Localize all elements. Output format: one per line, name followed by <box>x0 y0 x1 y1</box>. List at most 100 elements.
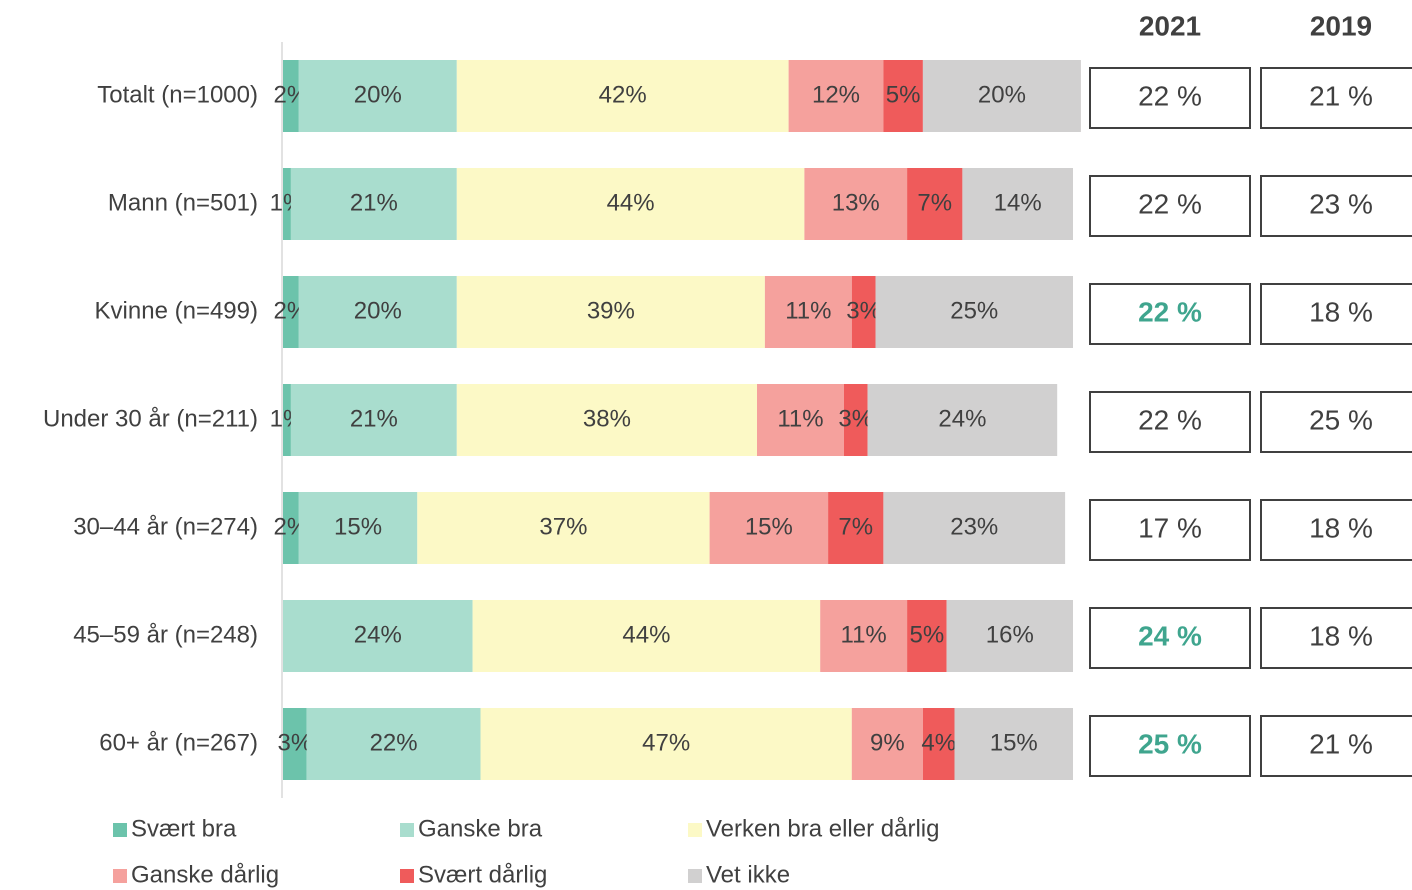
legend-swatch <box>688 823 702 837</box>
value-label: 44% <box>622 621 670 648</box>
legend-swatch <box>400 823 414 837</box>
table-cell <box>1260 391 1412 453</box>
bar-segment <box>283 276 299 348</box>
legend-swatch <box>113 823 127 837</box>
value-label: 3% <box>838 405 873 432</box>
table-cell <box>1260 607 1412 669</box>
table-value: 18 % <box>1309 296 1373 327</box>
table-value: 22 % <box>1138 188 1202 219</box>
value-label: 21% <box>350 189 398 216</box>
bar-segment <box>883 492 1066 564</box>
bar-segment <box>922 708 955 780</box>
value-label: 47% <box>642 729 690 756</box>
bar-segment <box>417 492 710 564</box>
bar-segment <box>283 600 473 672</box>
legend-label: Svært bra <box>131 815 237 842</box>
bar-segment <box>298 60 457 132</box>
bar-segment <box>843 384 868 456</box>
table-value: 21 % <box>1309 80 1373 111</box>
bar-segment <box>290 168 457 240</box>
bar-segment <box>804 168 908 240</box>
value-label: 9% <box>870 729 905 756</box>
bar-segment <box>764 276 852 348</box>
value-label: 37% <box>539 513 587 540</box>
value-label: 25% <box>950 297 998 324</box>
bar-segment <box>283 492 299 564</box>
value-label: 3% <box>846 297 881 324</box>
table-value: 17 % <box>1138 512 1202 543</box>
bar-segment <box>306 708 481 780</box>
bar-segment <box>922 60 1081 132</box>
value-label: 24% <box>938 405 986 432</box>
value-label: 38% <box>583 405 631 432</box>
value-label: 4% <box>921 729 956 756</box>
table-value: 21 % <box>1309 728 1373 759</box>
table-cell <box>1089 499 1251 561</box>
table-value: 23 % <box>1309 188 1373 219</box>
table-cell <box>1260 499 1412 561</box>
value-label: 20% <box>354 81 402 108</box>
value-label: 15% <box>990 729 1038 756</box>
bar-segment <box>962 168 1073 240</box>
category-label: Under 30 år (n=211) <box>43 405 258 432</box>
table-cell <box>1089 283 1251 345</box>
value-label: 7% <box>917 189 952 216</box>
table-value: 18 % <box>1309 512 1373 543</box>
category-label: 30–44 år (n=274) <box>73 513 258 540</box>
value-label: 23% <box>950 513 998 540</box>
bar-segment <box>946 600 1073 672</box>
bar-segment <box>954 708 1073 780</box>
bar-segment <box>456 60 789 132</box>
bar-segment <box>851 276 876 348</box>
value-label: 11% <box>785 297 831 324</box>
table-header: 2019 <box>1310 10 1372 41</box>
value-label: 5% <box>886 81 921 108</box>
value-label: 14% <box>994 189 1042 216</box>
bar-segment <box>290 384 457 456</box>
legend-label: Verken bra eller dårlig <box>706 815 939 842</box>
bar-segment <box>757 384 844 456</box>
bar-segment <box>283 708 307 780</box>
value-label: 20% <box>354 297 402 324</box>
bar-segment <box>883 60 923 132</box>
table-cell <box>1089 67 1251 129</box>
value-label: 3% <box>278 729 313 756</box>
value-label: 22% <box>370 729 418 756</box>
legend-swatch <box>400 869 414 883</box>
value-label: 16% <box>986 621 1034 648</box>
table-header: 2021 <box>1139 10 1201 41</box>
bar-segment <box>788 60 884 132</box>
table-cell <box>1089 391 1251 453</box>
legend-label: Vet ikke <box>706 861 790 888</box>
table-value: 24 % <box>1138 620 1202 651</box>
category-label: Mann (n=501) <box>108 189 258 216</box>
bar-segment <box>851 708 923 780</box>
table-cell <box>1260 283 1412 345</box>
category-label: 45–59 år (n=248) <box>73 621 258 648</box>
table-value: 22 % <box>1138 404 1202 435</box>
table-cell <box>1089 715 1251 777</box>
table-cell <box>1089 607 1251 669</box>
category-label: Totalt (n=1000) <box>97 81 258 108</box>
table-value: 25 % <box>1138 728 1202 759</box>
value-label: 15% <box>745 513 793 540</box>
table-value: 22 % <box>1138 80 1202 111</box>
bar-segment <box>907 168 963 240</box>
table-cell <box>1260 67 1412 129</box>
value-label: 15% <box>334 513 382 540</box>
value-label: 20% <box>978 81 1026 108</box>
value-label: 12% <box>812 81 860 108</box>
bar-segment <box>298 276 457 348</box>
value-label: 21% <box>350 405 398 432</box>
bar-segment <box>283 168 291 240</box>
value-label: 5% <box>910 621 945 648</box>
legend-swatch <box>113 869 127 883</box>
table-value: 18 % <box>1309 620 1373 651</box>
bar-segment <box>472 600 821 672</box>
legend-swatch <box>688 869 702 883</box>
value-label: 13% <box>832 189 880 216</box>
legend-label: Ganske bra <box>418 815 543 842</box>
bar-segment <box>298 492 418 564</box>
table-cell <box>1260 175 1412 237</box>
